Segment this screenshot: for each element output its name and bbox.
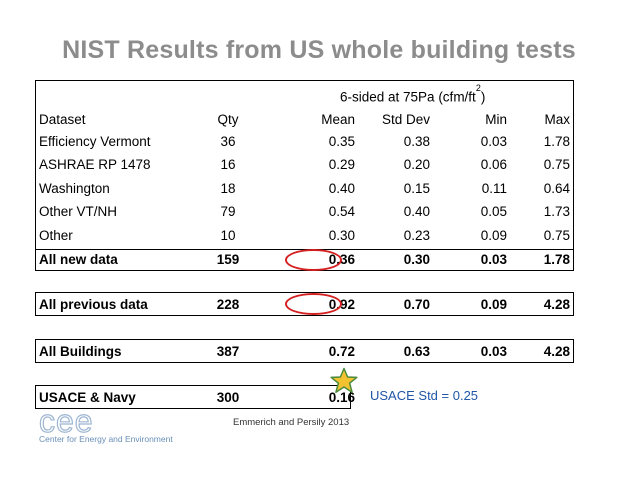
cell-std: 0.30 [403,252,430,267]
cell-qty: 16 [220,157,236,172]
highlight-circle-new-mean [285,249,342,271]
cell-max: 0.64 [543,181,570,196]
cell-max: 4.28 [543,297,570,312]
cell-name: Other VT/NH [39,204,118,219]
star-icon [330,367,358,393]
cell-std: 0.23 [403,228,430,243]
cell-mean: 0.29 [328,157,355,172]
cell-qty: 300 [216,390,240,405]
cell-name: All Buildings [39,344,122,359]
cee-logo: cee [38,402,94,439]
table-header-row: Dataset Qty Mean Std Dev Min Max [35,109,574,130]
cell-name: Other [39,228,73,243]
cell-qty: 79 [220,204,236,219]
cell-std: 0.20 [403,157,430,172]
table-row-usace: USACE & Navy 300 0.16 [35,387,574,408]
cell-max: 1.78 [543,134,570,149]
usace-box [35,385,351,409]
cell-name: ASHRAE RP 1478 [39,157,151,172]
cell-mean: 0.35 [328,134,355,149]
cell-name: Efficiency Vermont [39,134,151,149]
table-row: Washington 18 0.40 0.15 0.11 0.64 [35,178,574,199]
units-header-text: 6-sided at 75Pa (cfm/ft [340,89,476,105]
cell-name: Washington [39,181,110,196]
cell-name: USACE & Navy [39,390,136,405]
slide-title: NIST Results from US whole building test… [62,36,576,64]
cell-mean: 0.54 [328,204,355,219]
highlight-circle-previous-mean [285,293,342,315]
col-max: Max [544,112,570,127]
cell-max: 4.28 [543,344,570,359]
cell-qty: 159 [216,252,240,267]
table-row: Other 10 0.30 0.23 0.09 0.75 [35,225,574,246]
cell-std: 0.38 [403,134,430,149]
cell-name: All previous data [39,297,148,312]
cell-max: 0.75 [543,228,570,243]
cell-std: 0.70 [403,297,430,312]
units-header-close: ) [480,89,486,105]
col-min: Min [485,112,507,127]
cell-min: 0.03 [480,344,507,359]
cell-mean: 0.30 [328,228,355,243]
logo-letters: cee [39,403,94,439]
cell-qty: 10 [220,228,236,243]
cell-min: 0.03 [480,134,507,149]
units-header-sup: 2 [475,83,481,93]
cell-mean: 0.40 [328,181,355,196]
cell-min: 0.05 [480,204,507,219]
all-buildings-box [35,339,574,363]
logo-text: Center for Energy and Environment [39,434,173,444]
cell-qty: 18 [220,181,236,196]
cell-qty: 228 [216,297,240,312]
citation: Emmerich and Persily 2013 [233,417,350,428]
cell-min: 0.06 [480,157,507,172]
table-row: ASHRAE RP 1478 16 0.29 0.20 0.06 0.75 [35,154,574,175]
cell-min: 0.09 [480,297,507,312]
col-std: Std Dev [381,112,430,127]
cell-std: 0.63 [403,344,430,359]
cell-min: 0.11 [481,181,507,196]
cell-max: 1.78 [543,252,570,267]
table-row: Efficiency Vermont 36 0.35 0.38 0.03 1.7… [35,131,574,152]
units-header: 6-sided at 75Pa (cfm/ft2) [340,83,486,107]
cell-qty: 387 [216,344,240,359]
cell-max: 1.73 [543,204,570,219]
table-row: Other VT/NH 79 0.54 0.40 0.05 1.73 [35,201,574,222]
table-row-all-buildings: All Buildings 387 0.72 0.63 0.03 4.28 [35,341,574,362]
col-qty: Qty [217,112,239,127]
cell-max: 0.75 [543,157,570,172]
cell-mean: 0.16 [328,390,355,405]
cell-qty: 36 [220,134,236,149]
col-dataset: Dataset [39,112,86,127]
cell-min: 0.09 [480,228,507,243]
usace-standard-note: USACE Std = 0.25 [370,388,479,403]
cell-min: 0.03 [480,252,507,267]
cell-name: All new data [39,252,118,267]
cell-mean: 0.72 [328,344,355,359]
col-mean: Mean [321,112,355,127]
cell-std: 0.15 [403,181,430,196]
cell-std: 0.40 [403,204,430,219]
